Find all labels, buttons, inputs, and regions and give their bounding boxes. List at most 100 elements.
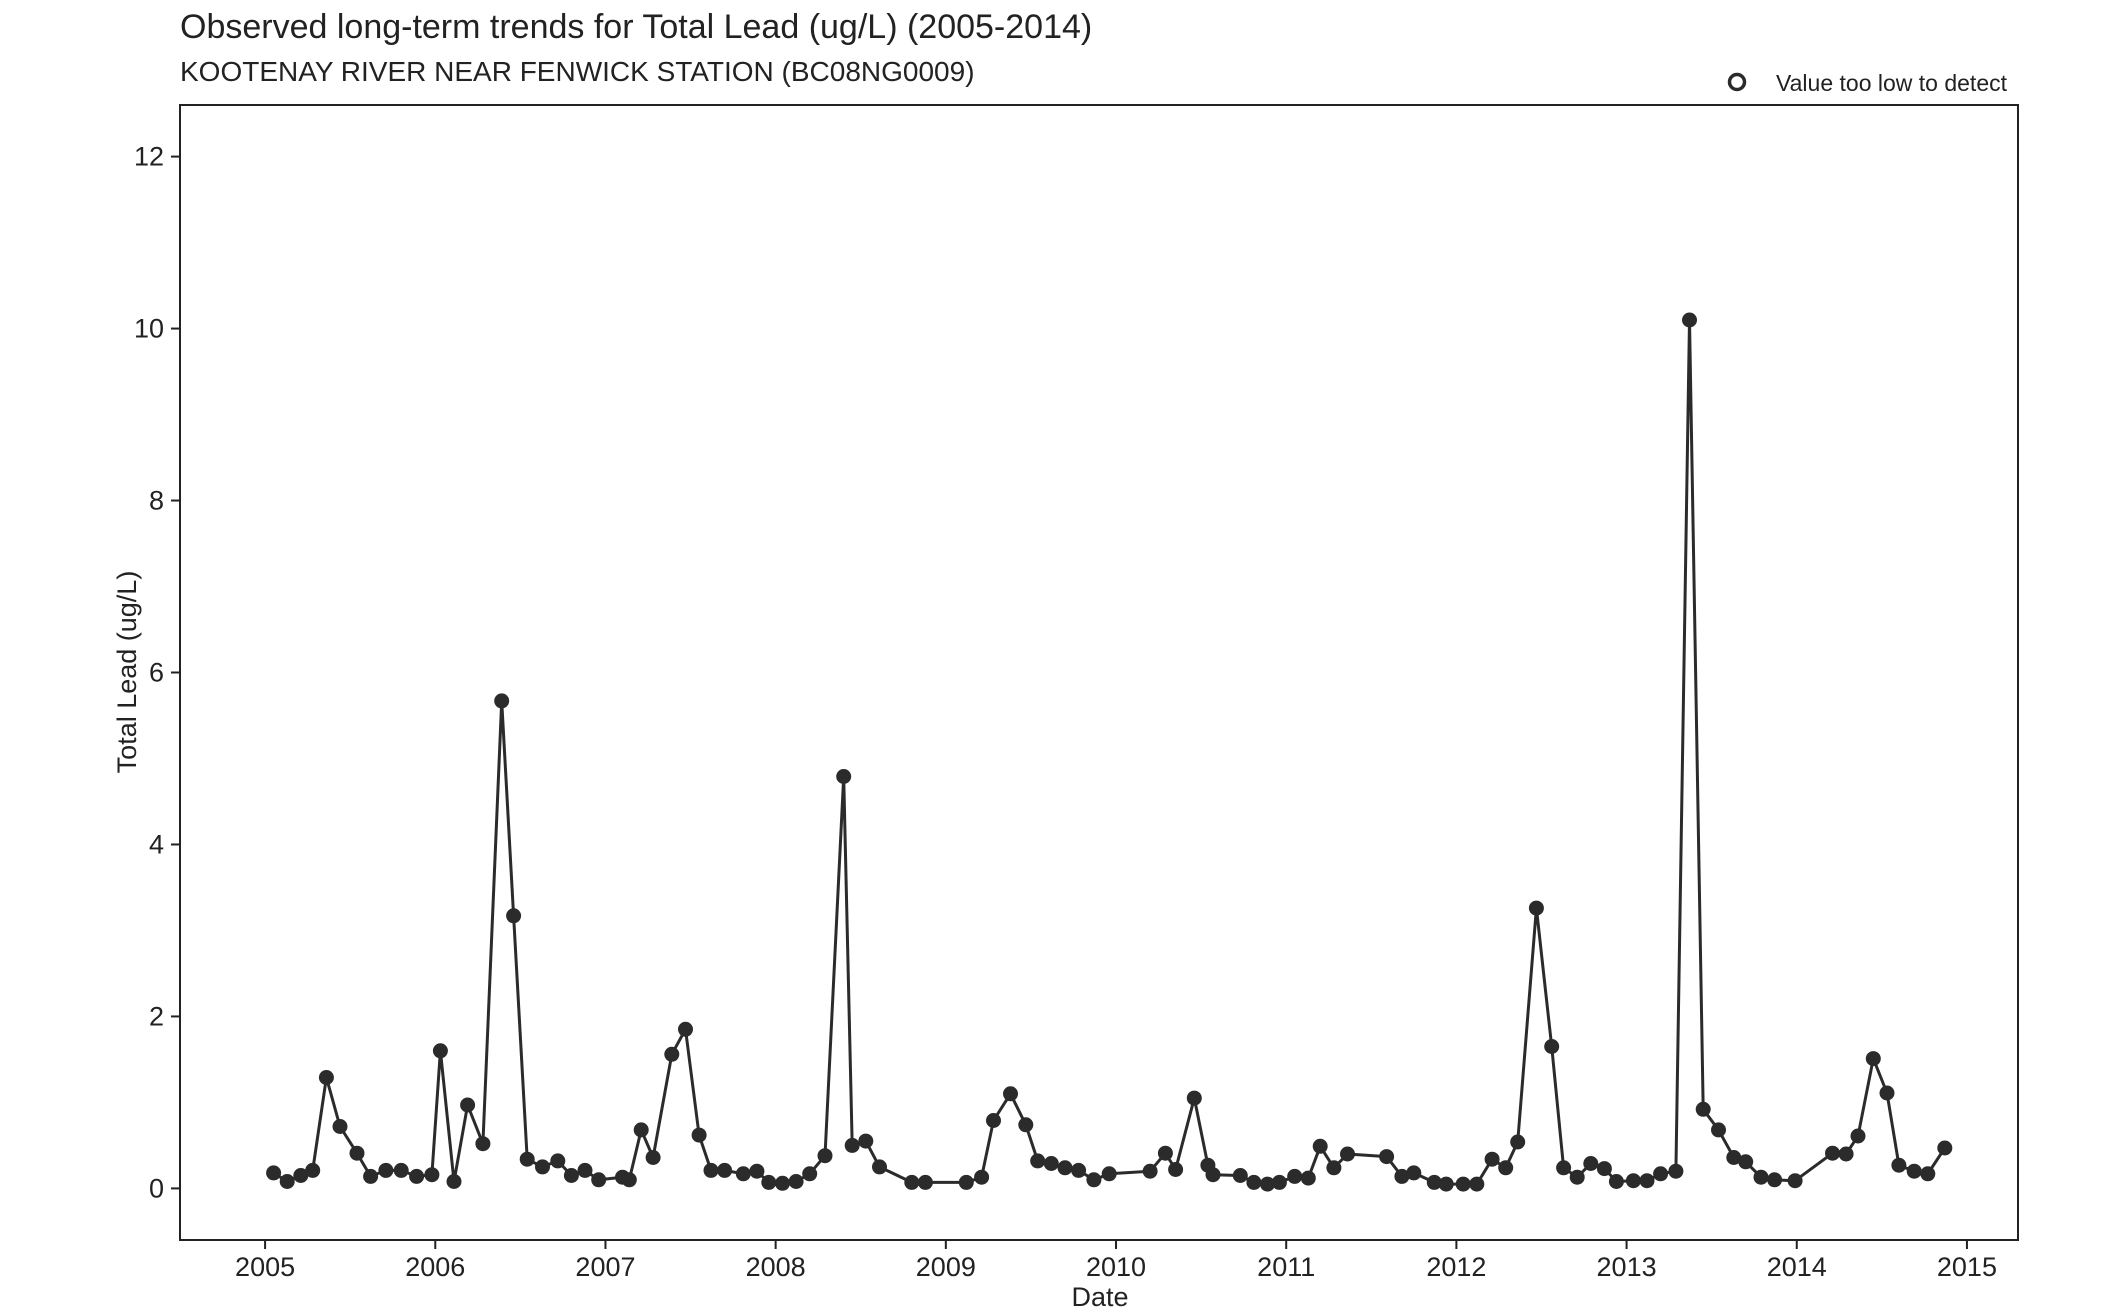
data-point [432,1043,448,1059]
data-point [703,1162,719,1178]
data-point [1157,1145,1173,1161]
legend: Value too low to detect [1727,70,2008,96]
data-point [1426,1174,1442,1190]
data-point [1906,1163,1922,1179]
data-point [1608,1174,1624,1189]
data-point [349,1145,365,1161]
data-point [872,1159,887,1175]
data-point [1879,1085,1895,1101]
x-tick-label: 2006 [405,1252,465,1282]
data-point [279,1174,295,1189]
chart-subtitle: KOOTENAY RIVER NEAR FENWICK STATION (BC0… [180,56,975,87]
y-axis: 0 2 4 6 8 10 12 [134,142,180,1203]
data-point [1891,1157,1907,1173]
x-tick-label: 2012 [1426,1252,1486,1282]
data-point [1498,1160,1514,1176]
data-point [409,1168,425,1184]
x-tick-label: 2010 [1086,1252,1146,1282]
data-point [1168,1162,1184,1177]
data-point [1865,1051,1881,1067]
data-point [1583,1156,1599,1171]
data-point [1787,1173,1803,1189]
data-point [1086,1172,1102,1188]
data-point [1003,1086,1018,1102]
data-point [266,1165,282,1181]
data-point [332,1119,348,1134]
data-point [1653,1166,1669,1182]
data-point [749,1163,765,1179]
data-point [761,1174,777,1190]
data-point [535,1159,550,1175]
data-point [802,1166,818,1182]
x-axis-label: Date [1071,1282,1128,1309]
data-point [1030,1153,1046,1169]
data-point [1753,1169,1769,1185]
data-point [735,1166,751,1182]
data-point [858,1133,874,1149]
data-point [1767,1172,1783,1188]
data-point [563,1168,579,1183]
data-point [1695,1101,1711,1117]
data-point [1406,1165,1422,1181]
series-line [272,318,1947,1186]
y-axis-label: Total Lead (ug/L) [112,571,142,774]
data-point [775,1175,790,1191]
chart-title: Observed long-term trends for Total Lead… [180,8,1093,46]
data-point [1937,1140,1953,1156]
data-point [817,1148,833,1164]
data-point [1556,1160,1572,1176]
data-point [1287,1168,1303,1184]
data-point [1711,1122,1726,1138]
x-tick-label: 2009 [916,1252,976,1282]
data-point [393,1162,409,1178]
data-point [1838,1146,1854,1162]
data-point [494,693,510,709]
data-point [1625,1173,1641,1189]
y-tick-label: 6 [149,658,164,688]
data-point [986,1113,1001,1128]
data-point [550,1153,566,1169]
data-point [1738,1154,1754,1170]
data-point [1469,1176,1485,1192]
data-point [424,1167,440,1183]
data-point [1205,1167,1221,1183]
data-point [664,1046,680,1062]
data-point [460,1097,476,1113]
x-tick-label: 2011 [1257,1252,1315,1282]
data-point [1569,1169,1585,1185]
data-point [621,1172,637,1188]
y-tick-label: 8 [149,486,164,516]
legend-label: Value too low to detect [1776,70,2008,96]
data-point [305,1162,321,1178]
x-tick-label: 2005 [235,1252,295,1282]
data-point [1379,1149,1395,1165]
data-point [1920,1166,1936,1182]
data-point [1043,1156,1059,1171]
x-tick-label: 2007 [575,1252,635,1282]
data-point [1271,1174,1287,1190]
data-point [1544,1039,1560,1054]
data-point [363,1168,379,1184]
data-point [1340,1146,1355,1162]
data-point [1850,1128,1866,1144]
data-point [691,1127,707,1143]
data-point [1246,1174,1262,1190]
y-tick-label: 12 [134,142,164,172]
data-point [1438,1176,1454,1192]
data-point [974,1169,990,1185]
x-tick-label: 2014 [1767,1252,1827,1282]
data-point [1057,1160,1073,1176]
x-tick-label: 2013 [1597,1252,1657,1282]
data-point [577,1162,593,1178]
data-point [1528,900,1544,916]
data-point [1825,1145,1840,1161]
data-point [958,1174,974,1190]
data-point [904,1174,920,1190]
data-point [446,1174,462,1189]
data-point [1484,1151,1500,1167]
data-point [1300,1170,1316,1186]
data-point [475,1136,491,1152]
data-point [293,1168,309,1183]
data-point [591,1172,607,1188]
x-tick-label: 2008 [746,1252,806,1282]
